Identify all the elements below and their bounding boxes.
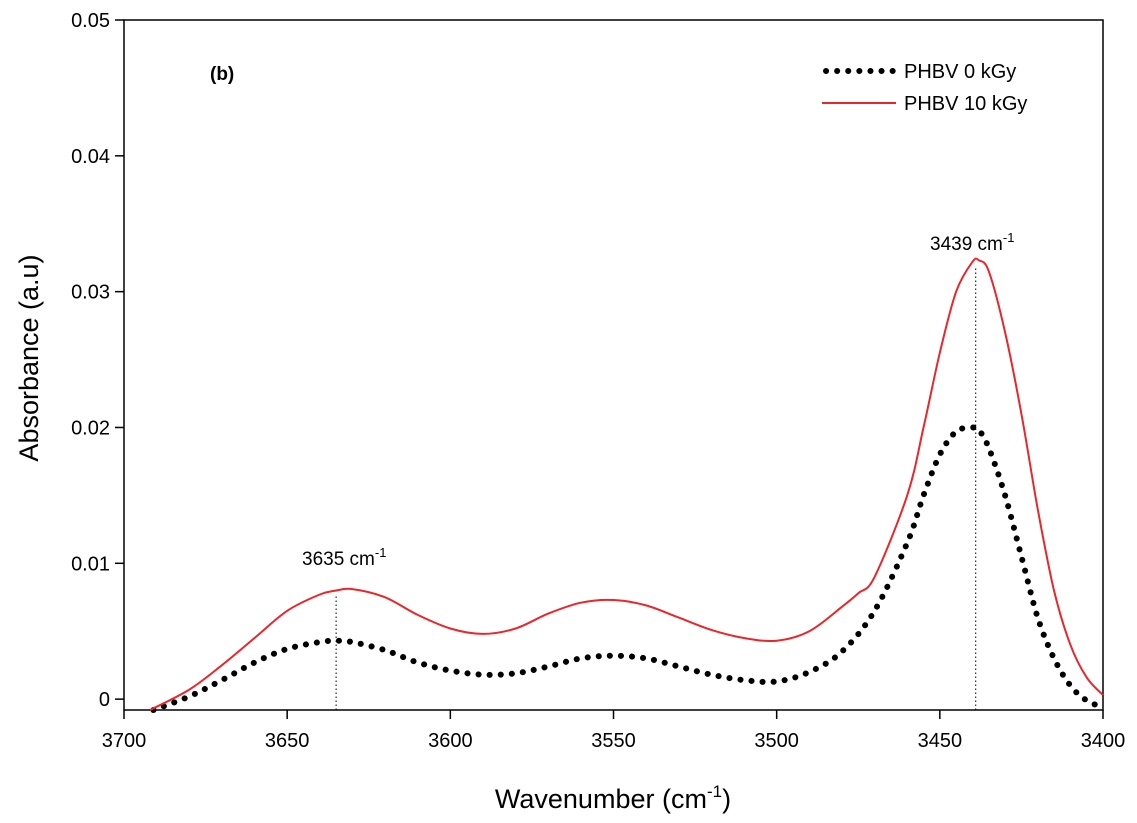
plot-area-frame	[123, 19, 1104, 711]
legend: PHBV 0 kGy PHBV 10 kGy	[822, 61, 1027, 115]
x-axis-title: Wavenumber (cm-1)	[495, 782, 731, 814]
y-tick-label: 0	[99, 689, 110, 711]
y-tick-label: 0.01	[71, 553, 110, 575]
y-axis-title: Absorbance (a.u)	[14, 254, 44, 461]
series-line-phbv-0-kgy	[150, 424, 1106, 713]
annotation-3635: 3635 cm-1	[302, 545, 386, 570]
x-axis: 3700 3650 3600 3550 3500 3450 3400	[102, 710, 1126, 752]
y-axis: 0 0.01 0.02 0.03 0.04 0.05	[71, 10, 124, 711]
peak-guide-lines	[335, 267, 977, 710]
x-tick-label: 3700	[102, 730, 147, 752]
legend-label-phbv-0-kgy: PHBV 0 kGy	[904, 61, 1016, 83]
annotation-3439: 3439 cm-1	[930, 230, 1014, 255]
x-tick-label: 3500	[754, 730, 799, 752]
x-tick-label: 3650	[265, 730, 310, 752]
panel-label: (b)	[210, 64, 234, 85]
x-tick-label: 3600	[428, 730, 473, 752]
x-tick-label: 3550	[591, 730, 636, 752]
y-tick-label: 0.05	[71, 10, 110, 32]
x-tick-label: 3450	[918, 730, 963, 752]
y-tick-label: 0.02	[71, 417, 110, 439]
y-tick-label: 0.04	[71, 146, 110, 168]
y-tick-label: 0.03	[71, 282, 110, 304]
legend-label-phbv-10-kgy: PHBV 10 kGy	[904, 93, 1027, 115]
data-series	[149, 257, 1106, 713]
x-tick-label: 3400	[1081, 730, 1126, 752]
series-line-phbv-10-kgy	[149, 257, 1104, 711]
